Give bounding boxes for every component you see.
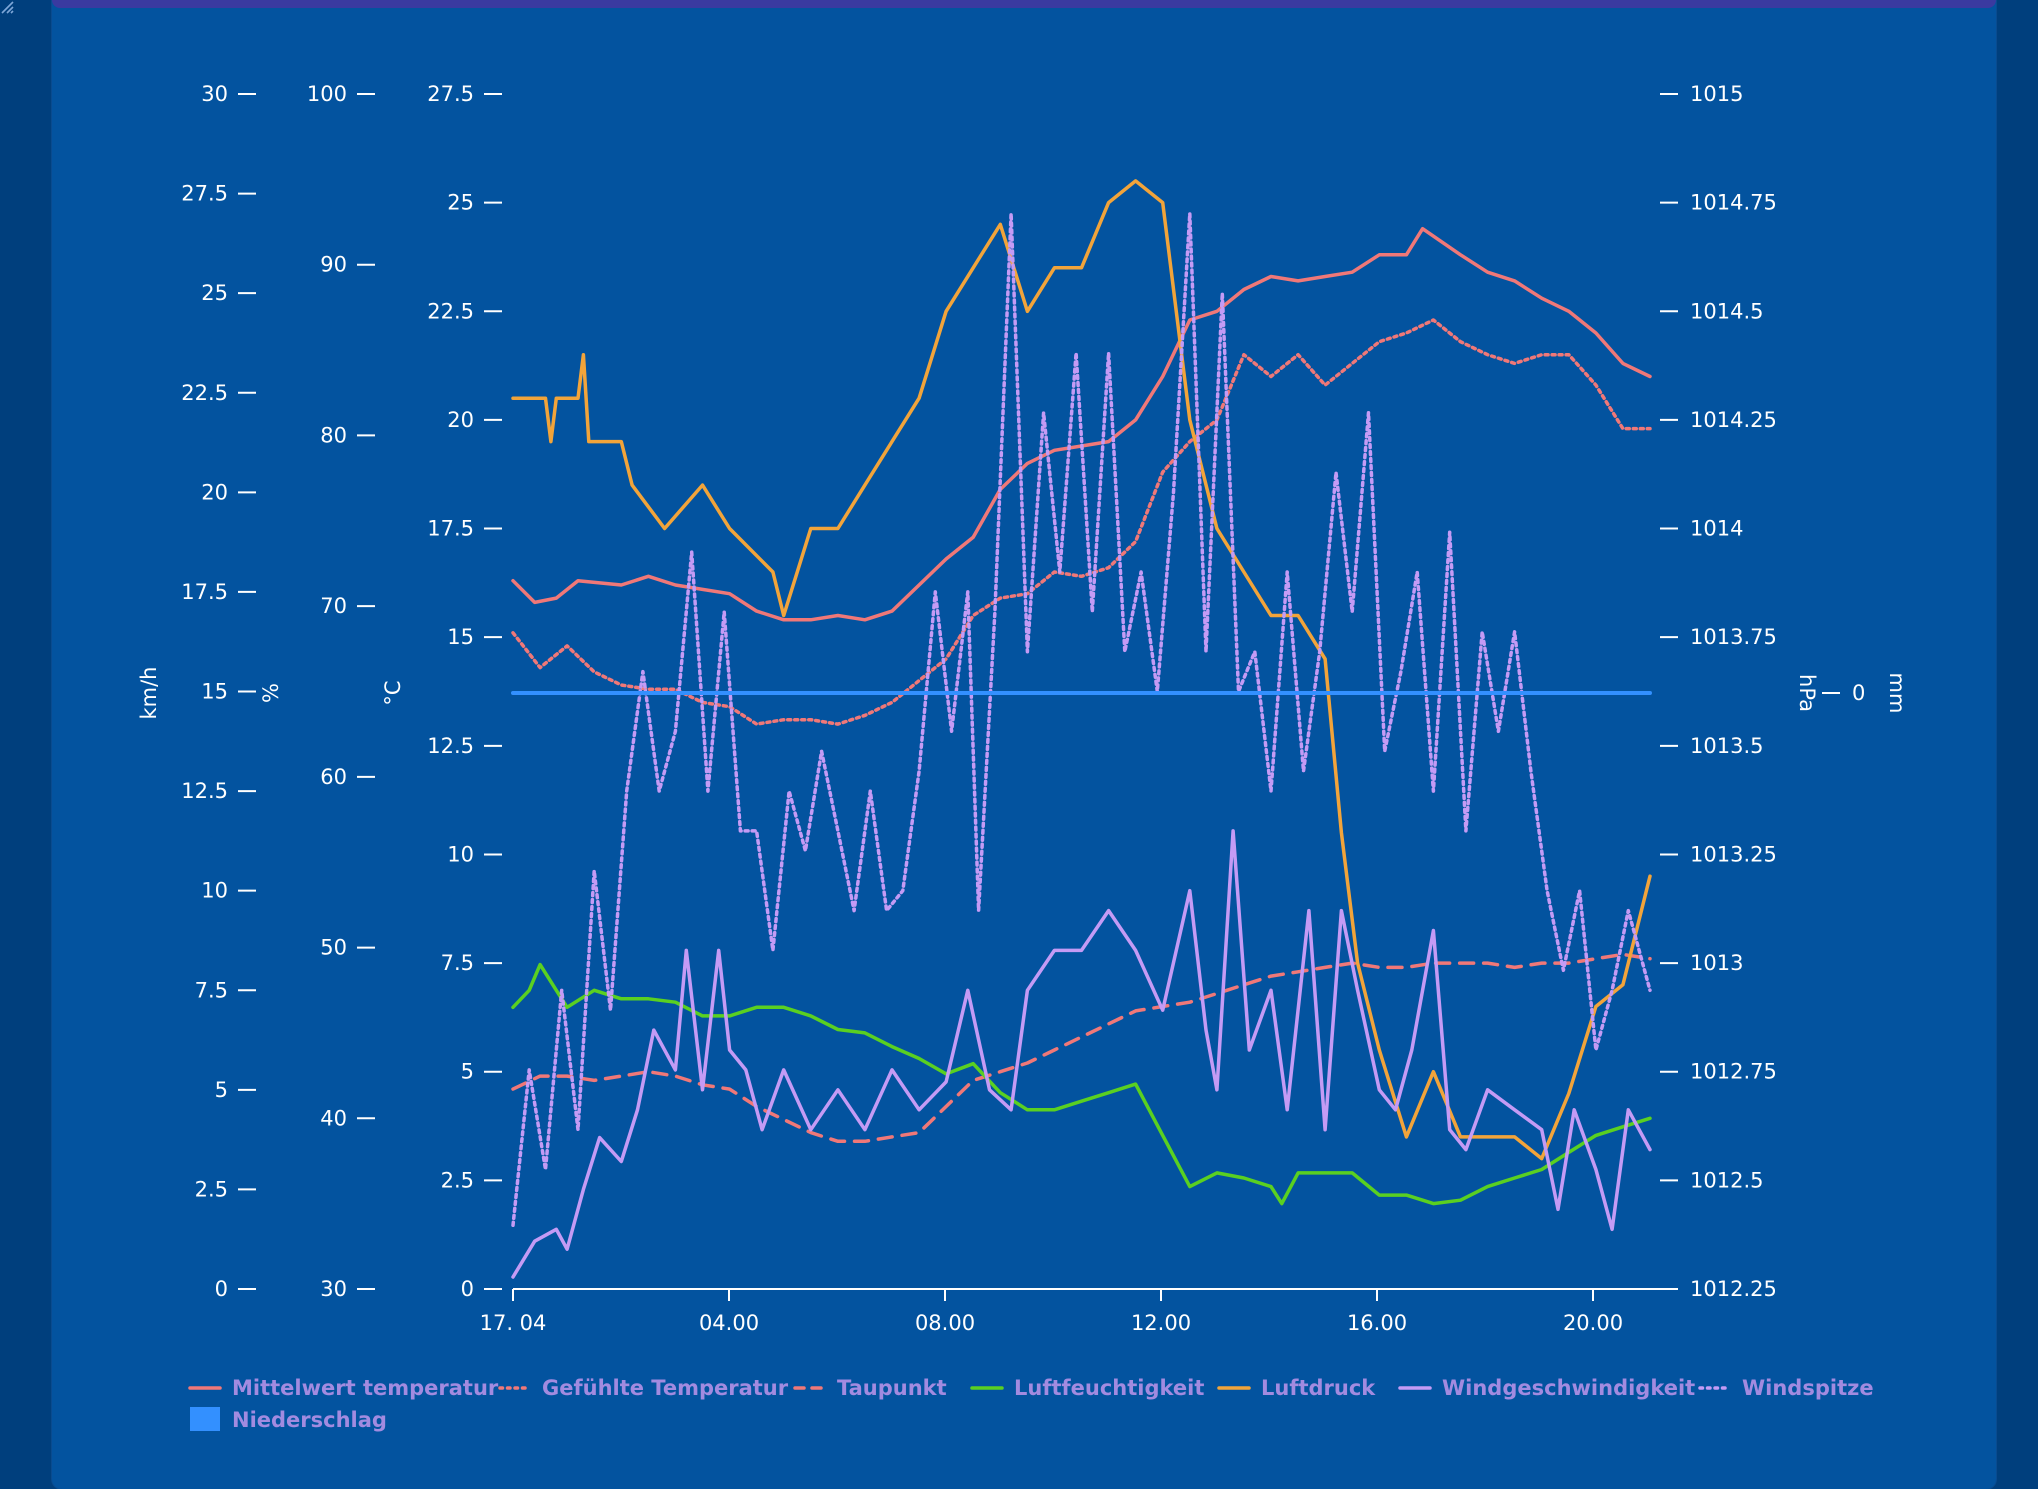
y-tick-label-pct: 80 — [320, 423, 347, 447]
y-tick-label-hpa: 1014.75 — [1690, 191, 1777, 215]
series-group — [511, 179, 1652, 1279]
y-axis-unit-pct: % — [259, 683, 283, 703]
y-tick-label-kmh: 20 — [201, 480, 228, 504]
x-tick-label: 08.00 — [915, 1311, 975, 1335]
series-line-luftfeuchtigkeit — [511, 962, 1652, 1206]
y-tick-label-temp: 17.5 — [427, 517, 474, 541]
y-tick-label-kmh: 10 — [201, 879, 228, 903]
y-tick-label-hpa: 1013.5 — [1690, 734, 1763, 758]
y-tick-label-kmh: 17.5 — [181, 580, 228, 604]
y-tick-label-temp: 0 — [461, 1277, 474, 1301]
y-tick-label-hpa: 1012.25 — [1690, 1277, 1777, 1301]
legend-item-label: Windgeschwindigkeit — [1442, 1376, 1695, 1400]
y-axis-unit-mm: mm — [1885, 673, 1909, 714]
y-axis-unit-hpa: hPa — [1795, 674, 1819, 712]
y-tick-label-mm: 0 — [1852, 681, 1865, 705]
y-tick-label-kmh: 22.5 — [181, 381, 228, 405]
x-tick-label: 16.00 — [1347, 1311, 1407, 1335]
y-tick-label-pct: 40 — [320, 1106, 347, 1130]
legend-item-label: Luftfeuchtigkeit — [1014, 1376, 1204, 1400]
y-tick-label-kmh: 25 — [201, 281, 228, 305]
y-tick-label-pct: 60 — [320, 765, 347, 789]
y-tick-label-hpa: 1013.25 — [1690, 842, 1777, 866]
y-tick-label-temp: 10 — [447, 842, 474, 866]
y-tick-label-pct: 100 — [307, 82, 347, 106]
legend-item-label: Niederschlag — [232, 1408, 387, 1432]
y-tick-label-hpa: 1014.5 — [1690, 299, 1763, 323]
legend-item-label: Windspitze — [1742, 1376, 1874, 1400]
y-tick-label-kmh: 15 — [201, 680, 228, 704]
y-tick-label-kmh: 12.5 — [181, 779, 228, 803]
legend-item-label: Luftdruck — [1261, 1376, 1376, 1400]
y-tick-label-pct: 30 — [320, 1277, 347, 1301]
series-line-windspitze — [511, 211, 1652, 1228]
y-tick-label-kmh: 7.5 — [195, 978, 228, 1002]
y-tick-label-hpa: 1012.5 — [1690, 1168, 1763, 1192]
axes-group: 02.557.51012.51517.52022.52527.530km/h30… — [137, 82, 1909, 1335]
y-tick-label-hpa: 1014.25 — [1690, 408, 1777, 432]
y-tick-label-temp: 5 — [461, 1060, 474, 1084]
y-tick-label-temp: 20 — [447, 408, 474, 432]
y-tick-label-temp: 7.5 — [441, 951, 474, 975]
y-axis-unit-kmh: km/h — [137, 666, 161, 719]
y-tick-label-hpa: 1013.75 — [1690, 625, 1777, 649]
y-tick-label-kmh: 2.5 — [195, 1177, 228, 1201]
resize-handle-icon[interactable] — [0, 0, 14, 14]
x-tick-label: 12.00 — [1131, 1311, 1191, 1335]
legend-group: Mittelwert temperatur Gefühlte Temperatur… — [188, 1376, 1874, 1432]
chart-card — [52, 0, 1996, 1489]
legend-item-label: Taupunkt — [837, 1376, 947, 1400]
y-tick-label-temp: 12.5 — [427, 734, 474, 758]
y-axis-unit-temp: °C — [381, 680, 405, 705]
x-tick-label: 17. 04 — [480, 1311, 547, 1335]
y-tick-label-kmh: 5 — [215, 1078, 228, 1102]
y-tick-label-pct: 70 — [320, 594, 347, 618]
y-tick-label-temp: 25 — [447, 191, 474, 215]
y-tick-label-temp: 2.5 — [441, 1168, 474, 1192]
legend-swatch — [190, 1407, 220, 1431]
y-tick-label-hpa: 1014 — [1690, 517, 1743, 541]
x-tick-label: 04.00 — [699, 1311, 759, 1335]
y-tick-label-kmh: 27.5 — [181, 182, 228, 206]
y-tick-label-temp: 22.5 — [427, 299, 474, 323]
y-tick-label-pct: 50 — [320, 936, 347, 960]
legend-item-label: Mittelwert temperatur — [232, 1376, 499, 1400]
y-tick-label-temp: 27.5 — [427, 82, 474, 106]
y-tick-label-kmh: 30 — [201, 82, 228, 106]
y-tick-label-hpa: 1015 — [1690, 82, 1743, 106]
y-tick-label-kmh: 0 — [215, 1277, 228, 1301]
y-tick-label-hpa: 1013 — [1690, 951, 1743, 975]
y-tick-label-temp: 15 — [447, 625, 474, 649]
series-line-windgeschwindigkeit — [511, 829, 1652, 1279]
x-tick-label: 20.00 — [1563, 1311, 1623, 1335]
y-tick-label-pct: 90 — [320, 253, 347, 277]
y-tick-label-hpa: 1012.75 — [1690, 1060, 1777, 1084]
legend-item-label: Gefühlte Temperatur — [542, 1376, 789, 1400]
top-accent-bar — [52, 0, 1996, 8]
series-line-luftdruck — [511, 179, 1652, 1161]
